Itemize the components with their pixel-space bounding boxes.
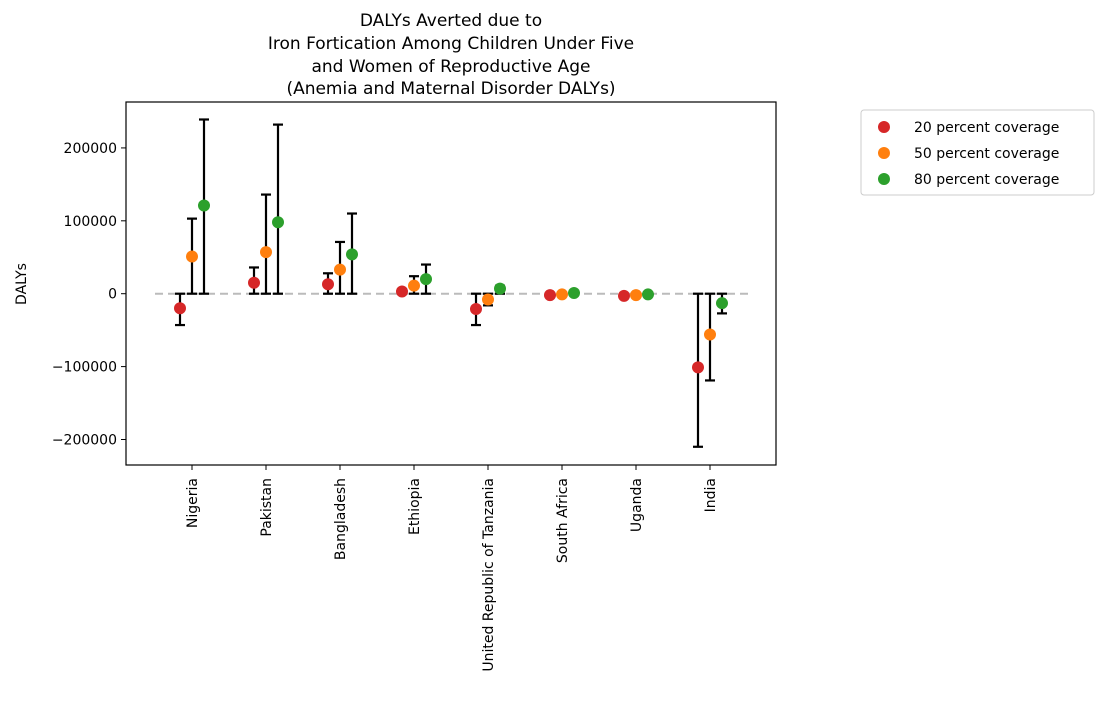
x-tick-label: India bbox=[703, 478, 719, 512]
x-tick-label: United Republic of Tanzania bbox=[481, 478, 497, 672]
data-point bbox=[248, 276, 260, 289]
data-point bbox=[494, 282, 506, 295]
x-tick-label: Pakistan bbox=[259, 478, 275, 537]
x-tick-label: Ethiopia bbox=[407, 478, 423, 535]
data-point bbox=[692, 361, 704, 374]
data-point bbox=[408, 279, 420, 292]
legend-frame bbox=[860, 109, 1095, 196]
data-point bbox=[704, 328, 716, 341]
legend-item: 20 percent coverage bbox=[878, 120, 1059, 136]
chart-title-line-2: Iron Fortication Among Children Under Fi… bbox=[268, 34, 634, 54]
data-point-layer bbox=[174, 199, 728, 374]
data-point bbox=[568, 286, 580, 299]
plot-frame bbox=[125, 101, 777, 466]
error-bar bbox=[261, 193, 271, 295]
legend-label: 80 percent coverage bbox=[914, 172, 1059, 188]
legend-item: 80 percent coverage bbox=[878, 172, 1059, 188]
data-point bbox=[186, 250, 198, 263]
data-point bbox=[334, 263, 346, 276]
legend: 20 percent coverage 50 percent coverage 80… bbox=[860, 109, 1095, 196]
data-point bbox=[482, 293, 494, 306]
legend-item: 50 percent coverage bbox=[878, 146, 1059, 162]
legend-label: 50 percent coverage bbox=[914, 146, 1059, 162]
data-point bbox=[272, 216, 284, 229]
legend-marker bbox=[878, 147, 890, 159]
x-tick-label: South Africa bbox=[555, 478, 571, 563]
y-tick-label: 0 bbox=[108, 287, 117, 303]
data-point bbox=[544, 289, 556, 302]
y-tick-label: −100000 bbox=[52, 360, 117, 376]
data-point bbox=[716, 297, 728, 310]
data-point bbox=[556, 288, 568, 301]
plot-area bbox=[125, 101, 777, 466]
legend-label: 20 percent coverage bbox=[914, 120, 1059, 136]
data-point bbox=[630, 289, 642, 302]
chart-title-line-4: (Anemia and Maternal Disorder DALYs) bbox=[286, 79, 615, 99]
x-tick-label: Bangladesh bbox=[333, 478, 349, 560]
data-point bbox=[174, 302, 186, 315]
data-point bbox=[470, 303, 482, 316]
data-point bbox=[420, 273, 432, 286]
data-point bbox=[346, 248, 358, 261]
y-tick-label: 200000 bbox=[64, 141, 117, 157]
error-bar bbox=[273, 123, 283, 295]
legend-marker bbox=[878, 173, 890, 185]
chart-title: DALYs Averted due to Iron Fortication Am… bbox=[268, 11, 634, 99]
data-point bbox=[642, 288, 654, 301]
legend-marker bbox=[878, 121, 890, 133]
chart-title-line-3: and Women of Reproductive Age bbox=[311, 57, 590, 77]
chart-title-line-1: DALYs Averted due to bbox=[360, 11, 542, 31]
data-point bbox=[198, 199, 210, 212]
data-point bbox=[396, 285, 408, 298]
y-axis-label: DALYs bbox=[14, 263, 30, 305]
data-point bbox=[322, 278, 334, 291]
y-tick-label: −200000 bbox=[52, 432, 117, 448]
x-tick-label: Nigeria bbox=[185, 478, 201, 528]
x-axis: Nigeria Pakistan Bangladesh Ethiopia United … bbox=[185, 465, 719, 672]
data-point bbox=[260, 246, 272, 259]
x-tick-label: Uganda bbox=[629, 478, 645, 532]
data-point bbox=[618, 289, 630, 302]
y-axis: −200000 −100000 0 100000 200000 bbox=[52, 141, 126, 448]
y-tick-label: 100000 bbox=[64, 214, 117, 230]
